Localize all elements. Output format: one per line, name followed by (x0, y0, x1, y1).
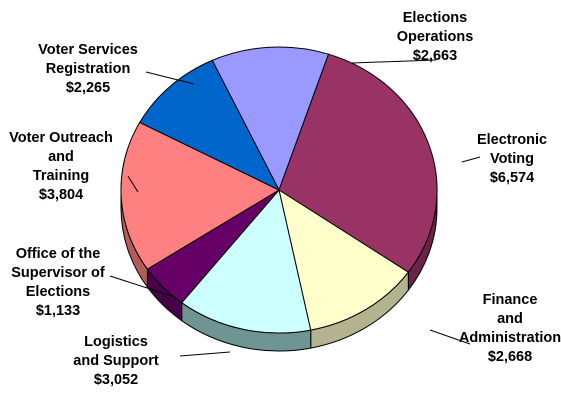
leader-line-6 (145, 71, 195, 85)
slice-name-0-0: Elections (403, 10, 467, 26)
slice-name-4-2: Elections (26, 284, 90, 300)
slice-value-5: $3,804 (39, 187, 83, 203)
slice-value-3: $3,052 (94, 372, 138, 388)
slice-label-5: Voter Outreach and Training $3,804 (9, 130, 113, 203)
slice-label-6: Voter Services Registration $2,265 (38, 42, 138, 96)
slice-name-1-1: Voting (490, 151, 534, 167)
slice-label-3: Logistics and Support $3,052 (73, 334, 159, 388)
slice-name-6-1: Registration (46, 61, 131, 77)
slice-name-0-1: Operations (397, 29, 474, 45)
slice-name-3-0: Logistics (84, 334, 148, 350)
slice-labels: Elections Operations $2,663 Electronic Votin… (9, 10, 561, 388)
slice-value-4: $1,133 (36, 303, 80, 319)
slice-name-5-2: Training (33, 168, 89, 184)
slice-label-0: Elections Operations $2,663 (397, 10, 474, 64)
slice-5 (120, 121, 281, 270)
leader-lines (109, 59, 481, 357)
slice-value-2: $2,668 (488, 349, 532, 365)
slice-value-6: $2,265 (66, 80, 110, 96)
slice-name-1-0: Electronic (477, 132, 547, 148)
slice-name-2-1: and (497, 311, 523, 327)
slice-6 (139, 59, 281, 192)
slice-label-4: Office of the Supervisor of Elections $1,13… (11, 246, 105, 319)
slice-1 (278, 53, 438, 273)
leader-line-0 (351, 59, 437, 64)
pie-slices (120, 46, 438, 334)
slice-label-2: Finance and Administration $2,668 (459, 292, 561, 365)
slice-name-4-0: Office of the (16, 246, 101, 262)
slice-3 (180, 188, 312, 334)
slice-name-3-1: and Support (73, 353, 159, 369)
slice-name-5-0: Voter Outreach (9, 130, 113, 146)
slice-label-1: Electronic Voting $6,574 (477, 132, 547, 186)
slice-name-2-0: Finance (483, 292, 538, 308)
slice-name-6-0: Voter Services (38, 42, 138, 58)
leader-line-5 (127, 175, 139, 193)
leader-line-1 (461, 156, 481, 163)
leader-line-4 (109, 275, 173, 297)
slice-name-5-1: and (48, 149, 74, 165)
slice-value-1: $6,574 (490, 170, 534, 186)
leader-line-3 (179, 351, 231, 357)
slice-0 (211, 46, 330, 192)
slice-name-2-2: Administration (459, 330, 561, 346)
slice-value-0: $2,663 (413, 48, 457, 64)
slice-2 (278, 188, 410, 331)
slice-name-4-1: Supervisor of (11, 265, 105, 281)
leader-line-2 (429, 329, 471, 345)
